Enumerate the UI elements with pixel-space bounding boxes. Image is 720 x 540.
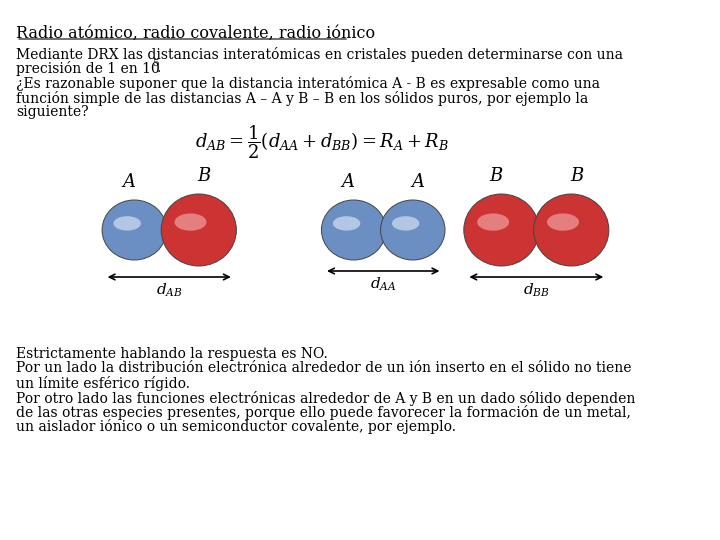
- Ellipse shape: [102, 200, 166, 260]
- Text: Mediante DRX las distancias interatómicas en cristales pueden determinarse con u: Mediante DRX las distancias interatómica…: [16, 47, 623, 62]
- Text: Por otro lado las funciones electrónicas alrededor de A y B en un dado sólido de: Por otro lado las funciones electrónicas…: [16, 390, 636, 406]
- Ellipse shape: [392, 216, 419, 231]
- Text: B: B: [197, 167, 211, 185]
- Text: $d_{BB}$: $d_{BB}$: [523, 282, 550, 299]
- Text: A: A: [342, 173, 355, 191]
- Ellipse shape: [534, 194, 609, 266]
- Ellipse shape: [381, 200, 445, 260]
- Text: $d_{AA}$: $d_{AA}$: [370, 276, 397, 293]
- Text: 5: 5: [152, 58, 159, 68]
- Text: Radio atómico, radio covalente, radio iónico: Radio atómico, radio covalente, radio ió…: [16, 25, 375, 42]
- Text: un límite esférico rígido.: un límite esférico rígido.: [16, 376, 190, 391]
- Ellipse shape: [547, 213, 579, 231]
- Text: A: A: [412, 173, 425, 191]
- Text: $d_{AB}$: $d_{AB}$: [156, 282, 183, 299]
- Text: A: A: [122, 173, 135, 191]
- Ellipse shape: [161, 194, 236, 266]
- Text: B: B: [490, 167, 503, 185]
- Text: ¿Es razonable suponer que la distancia interatómica A - B es expresable como una: ¿Es razonable suponer que la distancia i…: [16, 76, 600, 91]
- Text: función simple de las distancias A – A y B – B en los sólidos puros, por ejemplo: función simple de las distancias A – A y…: [16, 91, 588, 105]
- Ellipse shape: [477, 213, 509, 231]
- Text: $d_{AB} = \dfrac{1}{2}\left(d_{AA} + d_{BB}\right) = R_A + R_B$: $d_{AB} = \dfrac{1}{2}\left(d_{AA} + d_{…: [195, 123, 449, 161]
- Text: siguiente?: siguiente?: [16, 105, 89, 119]
- Ellipse shape: [321, 200, 386, 260]
- Ellipse shape: [174, 213, 207, 231]
- Text: B: B: [570, 167, 583, 185]
- Text: Por un lado la distribución electrónica alrededor de un ión inserto en el sólido: Por un lado la distribución electrónica …: [16, 361, 631, 375]
- Ellipse shape: [333, 216, 360, 231]
- Text: Estrictamente hablando la respuesta es NO.: Estrictamente hablando la respuesta es N…: [16, 347, 328, 361]
- Ellipse shape: [114, 216, 141, 231]
- Text: de las otras especies presentes, porque ello puede favorecer la formación de un : de las otras especies presentes, porque …: [16, 405, 631, 420]
- Ellipse shape: [464, 194, 539, 266]
- Text: .: .: [157, 62, 161, 76]
- Text: precisión de 1 en 10: precisión de 1 en 10: [16, 62, 160, 77]
- Text: un aislador iónico o un semiconductor covalente, por ejemplo.: un aislador iónico o un semiconductor co…: [16, 420, 456, 435]
